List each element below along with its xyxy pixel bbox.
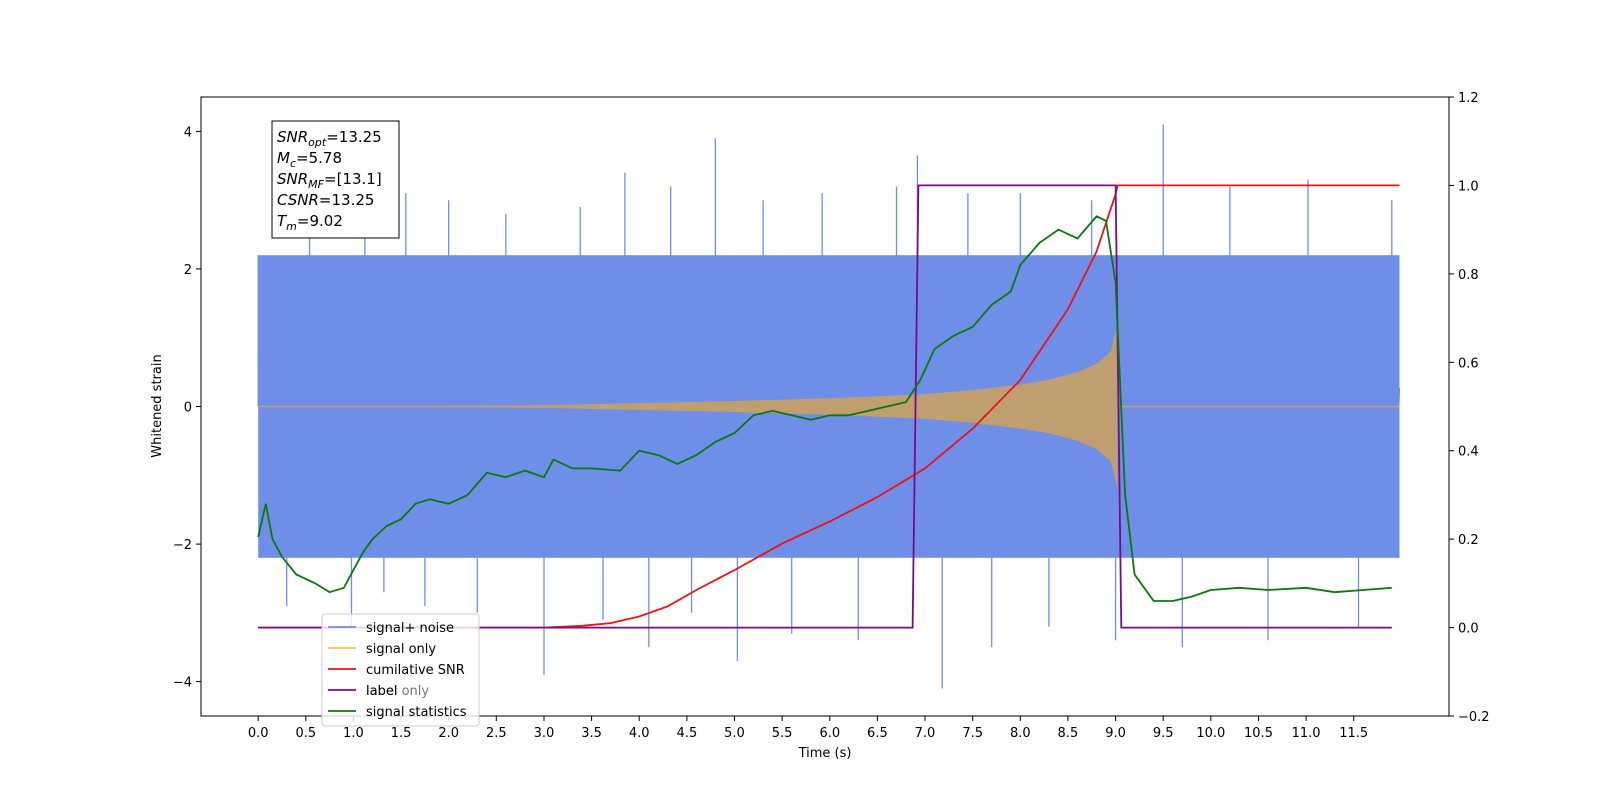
- legend-entry-hidden: label only: [366, 684, 429, 699]
- legend-frame: [321, 613, 480, 727]
- annotation-line: Tm=9.02: [277, 212, 343, 233]
- annotation-frame: [271, 120, 400, 239]
- y-tick-label: −4: [173, 676, 192, 691]
- x-tick-label: 4.0: [629, 726, 650, 741]
- legend-entry: cumilative SNR: [366, 663, 465, 678]
- legend-entry: signal only: [366, 642, 436, 657]
- annotation-line: CSNR=13.25: [277, 191, 374, 209]
- y-tick-label: 0: [184, 401, 192, 416]
- legend: signal+ noise signal only cumilative SNR la…: [321, 613, 480, 727]
- y-tick-label: −2: [173, 538, 192, 553]
- y-tick-label: 4: [184, 125, 192, 140]
- y-axis-left: −4 −2 0 2 4: [173, 125, 201, 691]
- label-line: [258, 184, 1392, 629]
- x-tick-label: 9.0: [1105, 726, 1126, 741]
- x-axis: 0.0 0.5 1.0 1.5 2.0 2.5 3.0 3.5 4.0 4.5 5.0 5.5 6.0 6…: [248, 716, 1368, 741]
- y2-tick-label: 1.2: [1458, 91, 1479, 106]
- y2-tick-label: 0.2: [1458, 533, 1479, 548]
- x-tick-label: 4.5: [677, 726, 698, 741]
- x-tick-label: 5.5: [772, 726, 793, 741]
- x-tick-label: 1.5: [391, 726, 412, 741]
- x-tick-label: 2.0: [438, 726, 459, 741]
- plot-area: [257, 124, 1401, 689]
- x-tick-label: 11.5: [1339, 726, 1368, 741]
- y2-tick-label: 0.4: [1458, 445, 1479, 460]
- legend-entry: signal statistics: [366, 705, 467, 720]
- x-axis-label: Time (s): [798, 746, 852, 761]
- x-tick-label: 3.5: [581, 726, 602, 741]
- legend-entry: label: [366, 684, 397, 699]
- x-tick-label: 10.5: [1244, 726, 1273, 741]
- annotation-line: Mc=5.78: [277, 149, 342, 170]
- y-axis-label: Whitened strain: [150, 354, 165, 457]
- x-tick-label: 7.0: [915, 726, 936, 741]
- x-tick-label: 6.5: [867, 726, 888, 741]
- y2-tick-label: 0.0: [1458, 622, 1479, 637]
- x-tick-label: 0.5: [295, 726, 316, 741]
- annotation-line: SNRMF=[13.1]: [277, 170, 382, 191]
- x-tick-label: 3.0: [534, 726, 555, 741]
- x-tick-label: 5.0: [724, 726, 745, 741]
- annotation-line: SNRopt=13.25: [277, 128, 382, 149]
- annotation-box: SNRopt=13.25Mc=5.78SNRMF=[13.1]CSNR=13.2…: [271, 120, 400, 239]
- signal-only-series: [258, 324, 1400, 489]
- y2-tick-label: 0.8: [1458, 268, 1479, 283]
- x-tick-label: 0.0: [248, 726, 269, 741]
- x-tick-label: 8.5: [1058, 726, 1079, 741]
- x-tick-label: 7.5: [962, 726, 983, 741]
- legend-entry: signal+ noise: [366, 621, 454, 636]
- x-tick-label: 8.0: [1010, 726, 1031, 741]
- y-axis-right: −0.2 0.0 0.2 0.4 0.6 0.8 1.0 1.2: [1449, 91, 1490, 725]
- x-tick-label: 10.0: [1196, 726, 1225, 741]
- x-tick-label: 1.0: [343, 726, 364, 741]
- y-tick-label: 2: [184, 263, 192, 278]
- y2-tick-label: 0.6: [1458, 356, 1479, 371]
- signal-statistics-series: [257, 215, 1392, 602]
- signal-statistics-line: [257, 215, 1392, 602]
- x-tick-label: 6.0: [819, 726, 840, 741]
- x-tick-label: 11.0: [1292, 726, 1321, 741]
- y2-tick-label: 1.0: [1458, 179, 1479, 194]
- x-tick-label: 9.5: [1153, 726, 1174, 741]
- label-series: [258, 184, 1392, 629]
- y2-tick-label: −0.2: [1458, 710, 1490, 725]
- x-tick-label: 2.5: [486, 726, 507, 741]
